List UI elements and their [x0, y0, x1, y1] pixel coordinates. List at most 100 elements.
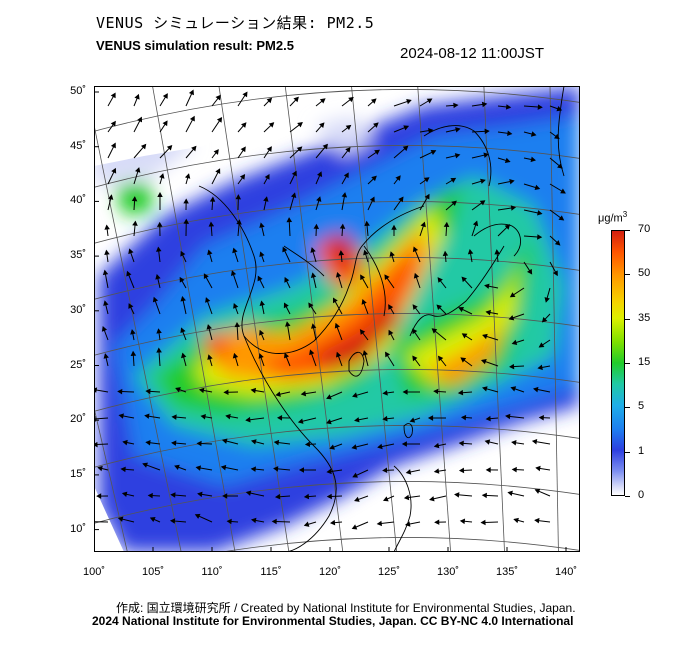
colorbar-tick — [625, 274, 630, 276]
wind-arrow-head — [274, 493, 281, 500]
wind-arrow-head — [338, 250, 345, 256]
wind-arrow-head — [107, 194, 114, 200]
wind-arrow-head — [137, 116, 143, 123]
title-english: VENUS simulation result: PM2.5 — [96, 38, 294, 53]
wind-arrow-head — [121, 491, 128, 498]
wind-arrow-head — [283, 302, 289, 309]
wind-arrow-head — [284, 352, 290, 359]
wind-arrow-head — [162, 93, 168, 99]
wind-arrow-head — [552, 270, 558, 277]
wind-arrow-head — [534, 184, 541, 191]
no-data-region — [294, 446, 580, 552]
longitude-gridline — [549, 86, 559, 552]
wind-arrow-head — [509, 178, 515, 185]
wind-arrow-head — [326, 394, 332, 400]
wind-arrow-head — [180, 250, 186, 257]
wind-arrow-head — [126, 270, 132, 277]
wind-arrow-head — [171, 440, 177, 446]
wind-arrow-head — [333, 297, 338, 304]
wind-arrow-head — [443, 221, 450, 228]
wind-arrow-head — [326, 419, 332, 425]
wind-arrow-head — [484, 128, 490, 135]
wind-arrow-head — [290, 192, 297, 199]
no-data-region — [94, 86, 264, 166]
wind-arrow-head — [334, 322, 340, 329]
wind-arrow-head — [511, 466, 517, 473]
wind-arrow-head — [509, 292, 516, 298]
wind-vector-arrows — [94, 89, 566, 530]
longitude-label: 140˚ — [554, 566, 578, 578]
wind-arrow-head — [530, 131, 537, 137]
wind-arrow-head — [159, 173, 165, 179]
wind-arrow-head — [298, 467, 304, 473]
wind-arrow-head — [537, 104, 543, 110]
wind-arrow-head — [472, 220, 479, 227]
wind-arrow-head — [433, 468, 440, 474]
wind-arrow-head — [183, 218, 190, 224]
wind-arrow-head — [209, 196, 216, 202]
wind-arrow-head — [558, 215, 565, 221]
wind-arrow-head — [481, 386, 488, 392]
wind-arrow-head — [308, 302, 314, 309]
wind-arrow-head — [275, 391, 281, 397]
wind-arrow-head — [458, 440, 464, 447]
latitude-gridline — [94, 481, 580, 524]
wind-arrow-head — [300, 390, 307, 397]
wind-arrow-head — [111, 167, 117, 174]
wind-arrow-head — [156, 328, 162, 334]
wind-arrow-head — [556, 106, 563, 112]
wind-arrow-head — [96, 493, 102, 499]
wind-arrow-head — [485, 467, 491, 473]
wind-arrow-head — [403, 125, 410, 131]
wind-arrow-head — [510, 386, 517, 392]
wind-arrow-head — [215, 168, 221, 175]
wind-arrow-head — [504, 157, 511, 164]
wind-arrow-head — [479, 200, 486, 206]
wind-arrow-head — [297, 122, 303, 128]
wind-arrow-head — [128, 248, 134, 255]
wind-arrow-head — [326, 493, 332, 500]
wind-arrow-head — [395, 175, 401, 181]
wind-arrow-head — [264, 173, 270, 180]
wind-arrow-head — [286, 217, 293, 223]
latitude-label: 45˚ — [70, 139, 86, 152]
wind-arrow-head — [196, 440, 202, 447]
wind-arrow-head — [268, 122, 275, 128]
wind-arrow-head — [276, 415, 283, 421]
wind-arrow-head — [206, 324, 212, 330]
latitude-label: 35˚ — [70, 249, 86, 262]
axis-ticks — [94, 91, 567, 552]
latitude-gridline — [94, 89, 580, 132]
wind-arrow-head — [234, 321, 240, 328]
longitude-gridline — [416, 86, 452, 552]
wind-arrow-head — [310, 247, 316, 253]
wind-arrow-head — [152, 296, 159, 303]
wind-arrow-head — [326, 468, 332, 475]
wind-arrow-head — [104, 224, 110, 230]
wind-arrow-head — [171, 414, 177, 420]
wind-arrow-head — [156, 246, 162, 252]
wind-arrow-head — [222, 493, 228, 499]
wind-arrow-head — [480, 519, 486, 526]
wind-arrow-head — [240, 146, 246, 153]
wind-arrow-head — [364, 220, 370, 227]
latitude-gridline — [94, 425, 580, 468]
longitude-gridline — [217, 86, 291, 552]
wind-arrow-head — [200, 414, 206, 420]
wind-arrow-head — [213, 149, 219, 155]
wind-arrow-head — [242, 91, 248, 98]
wind-arrow-head — [426, 98, 433, 104]
wind-arrow-head — [207, 354, 213, 360]
wind-arrow-head — [259, 300, 265, 306]
wind-arrow-head — [371, 175, 377, 182]
wind-arrow-head — [535, 465, 541, 472]
wind-arrow-head — [232, 352, 239, 359]
wind-arrow-head — [140, 143, 147, 150]
wind-arrow-head — [304, 441, 311, 448]
wind-arrow-head — [427, 415, 434, 421]
wind-arrow-head — [534, 517, 540, 524]
colorbar-label: 50 — [638, 267, 651, 280]
wind-arrow-head — [553, 133, 560, 140]
wind-arrow-head — [208, 221, 215, 227]
longitude-label: 115˚ — [260, 566, 282, 578]
